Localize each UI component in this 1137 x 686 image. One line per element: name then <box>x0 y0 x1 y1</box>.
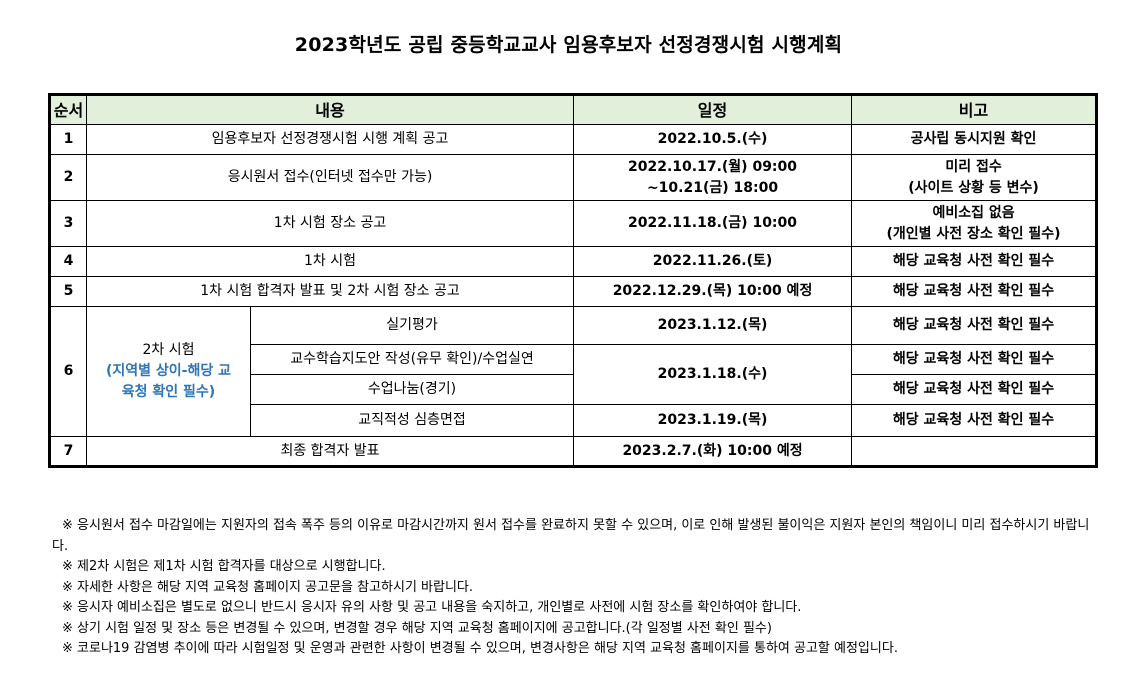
schedule-table: 순서 내용 일정 비고 1 임용후보자 선정경쟁시험 시행 계획 공고 2022… <box>48 93 1099 468</box>
row-date: 2023.1.12.(목) <box>573 306 853 345</box>
second-exam-label: 2차 시험 <box>142 342 195 358</box>
row-note: 해당 교육청 사전 확인 필수 <box>851 374 1098 405</box>
row-date: 2022.10.5.(수) <box>573 124 853 155</box>
row-date: 2022.10.17.(월) 09:00 ~10.21(금) 18:00 <box>573 154 853 201</box>
row-note: 해당 교육청 사전 확인 필수 <box>851 404 1098 437</box>
row-date: 2022.11.18.(금) 10:00 <box>573 200 853 247</box>
row-date-line: 2022.10.17.(월) 09:00 <box>628 158 798 175</box>
table-row: 7 최종 합격자 발표 2023.2.7.(화) 10:00 예정 <box>49 436 1098 467</box>
row-note: 해당 교육청 사전 확인 필수 <box>851 276 1098 307</box>
row-date: 2023.1.19.(목) <box>573 404 853 437</box>
row-note: 해당 교육청 사전 확인 필수 <box>851 246 1098 277</box>
row-content: 1차 시험 <box>85 246 575 277</box>
row-order: 5 <box>49 276 87 307</box>
note-line: ※ 응시원서 접수 마감일에는 지원자의 접속 폭주 등의 이유로 마감시간까지… <box>52 518 1090 554</box>
table-row: 1 임용후보자 선정경쟁시험 시행 계획 공고 2022.10.5.(수) 공사… <box>49 124 1098 155</box>
row-note-line: (개인별 사전 장소 확인 필수) <box>886 225 1061 242</box>
row-content: 교수학습지도안 작성(유무 확인)/수업실연 <box>249 344 575 375</box>
row-order: 4 <box>49 246 87 277</box>
row-content: 임용후보자 선정경쟁시험 시행 계획 공고 <box>85 124 575 155</box>
row-date: 2023.2.7.(화) 10:00 예정 <box>573 436 853 467</box>
header-note: 비고 <box>851 94 1098 125</box>
table-row: 수업나눔(경기) 해당 교육청 사전 확인 필수 <box>50 374 1098 405</box>
second-exam-sub-line: 육청 확인 필수) <box>121 384 216 400</box>
header-schedule: 일정 <box>573 94 853 125</box>
row-order: 1 <box>49 124 87 155</box>
table-row: 교수학습지도안 작성(유무 확인)/수업실연 2023.1.18.(수) 해당 … <box>50 344 1098 405</box>
row-content: 1차 시험 합격자 발표 및 2차 시험 장소 공고 <box>85 276 575 307</box>
page-title: 2023학년도 공립 중등학교교사 임용후보자 선정경쟁시험 시행계획 <box>294 34 843 56</box>
row-note-line: 예비소집 없음 <box>932 204 1015 221</box>
row-note: 해당 교육청 사전 확인 필수 <box>851 306 1098 345</box>
note-line: ※ 응시자 예비소집은 별도로 없으니 반드시 응시자 유의 사항 및 공고 내… <box>62 600 802 615</box>
table-header-row: 순서 내용 일정 비고 <box>49 94 1098 125</box>
table-row: 5 1차 시험 합격자 발표 및 2차 시험 장소 공고 2022.12.29.… <box>49 276 1098 307</box>
table-row: 2 응시원서 접수(인터넷 접수만 가능) 2022.10.17.(월) 09:… <box>49 154 1098 201</box>
second-exam-group: 2차 시험 (지역별 상이-해당 교 육청 확인 필수) <box>86 306 251 437</box>
row-note-line: (사이트 상황 등 변수) <box>908 179 1039 196</box>
header-order: 순서 <box>49 94 87 125</box>
row-order: 2 <box>49 154 87 201</box>
row-date: 2022.11.26.(토) <box>573 246 853 277</box>
table-row: 3 1차 시험 장소 공고 2022.11.18.(금) 10:00 예비소집 … <box>49 200 1098 247</box>
note-line: ※ 상기 시험 일정 및 장소 등은 변경될 수 있으며, 변경할 경우 해당 … <box>62 620 772 636</box>
notes-section: ※ 응시원서 접수 마감일에는 지원자의 접속 폭주 등의 이유로 마감시간까지… <box>52 516 1092 660</box>
note-line: ※ 코로나19 감염병 추이에 따라 시험일정 및 운영과 관련한 사항이 변경… <box>62 641 898 656</box>
row-date: 2023.1.18.(수) <box>573 344 853 405</box>
row-content: 수업나눔(경기) <box>249 374 575 405</box>
row-note: 미리 접수 (사이트 상황 등 변수) <box>851 154 1098 201</box>
row-note: 공사립 동시지원 확인 <box>851 124 1098 155</box>
row-order: 7 <box>49 436 87 467</box>
note-line: ※ 제2차 시험은 제1차 시험 합격자를 대상으로 시행합니다. <box>62 559 386 574</box>
row-content: 최종 합격자 발표 <box>85 436 575 467</box>
row-order: 3 <box>49 200 87 247</box>
row-date: 2022.12.29.(목) 10:00 예정 <box>573 276 853 307</box>
table-row: 6 2차 시험 (지역별 상이-해당 교 육청 확인 필수) 실기평가 2023… <box>49 306 1098 437</box>
row-note: 해당 교육청 사전 확인 필수 <box>851 344 1098 375</box>
row-content: 교직적성 심층면접 <box>249 404 575 437</box>
table-row: 교직적성 심층면접 2023.1.19.(목) 해당 교육청 사전 확인 필수 <box>50 404 1098 437</box>
row-content: 응시원서 접수(인터넷 접수만 가능) <box>85 154 575 201</box>
row-date-line: ~10.21(금) 18:00 <box>646 179 779 196</box>
row-content: 실기평가 <box>249 306 575 345</box>
row-note: 예비소집 없음 (개인별 사전 장소 확인 필수) <box>851 200 1098 247</box>
row-note <box>851 436 1098 467</box>
table-row: 4 1차 시험 2022.11.26.(토) 해당 교육청 사전 확인 필수 <box>49 246 1098 277</box>
row-order: 6 <box>49 306 87 437</box>
second-exam-sub-line: (지역별 상이-해당 교 <box>106 363 231 379</box>
row-note-line: 미리 접수 <box>945 158 1002 175</box>
header-content: 내용 <box>85 94 575 125</box>
row-content: 1차 시험 장소 공고 <box>85 200 575 247</box>
note-line: ※ 자세한 사항은 해당 지역 교육청 홈페이지 공고문을 참고하시기 바랍니다… <box>62 579 474 595</box>
